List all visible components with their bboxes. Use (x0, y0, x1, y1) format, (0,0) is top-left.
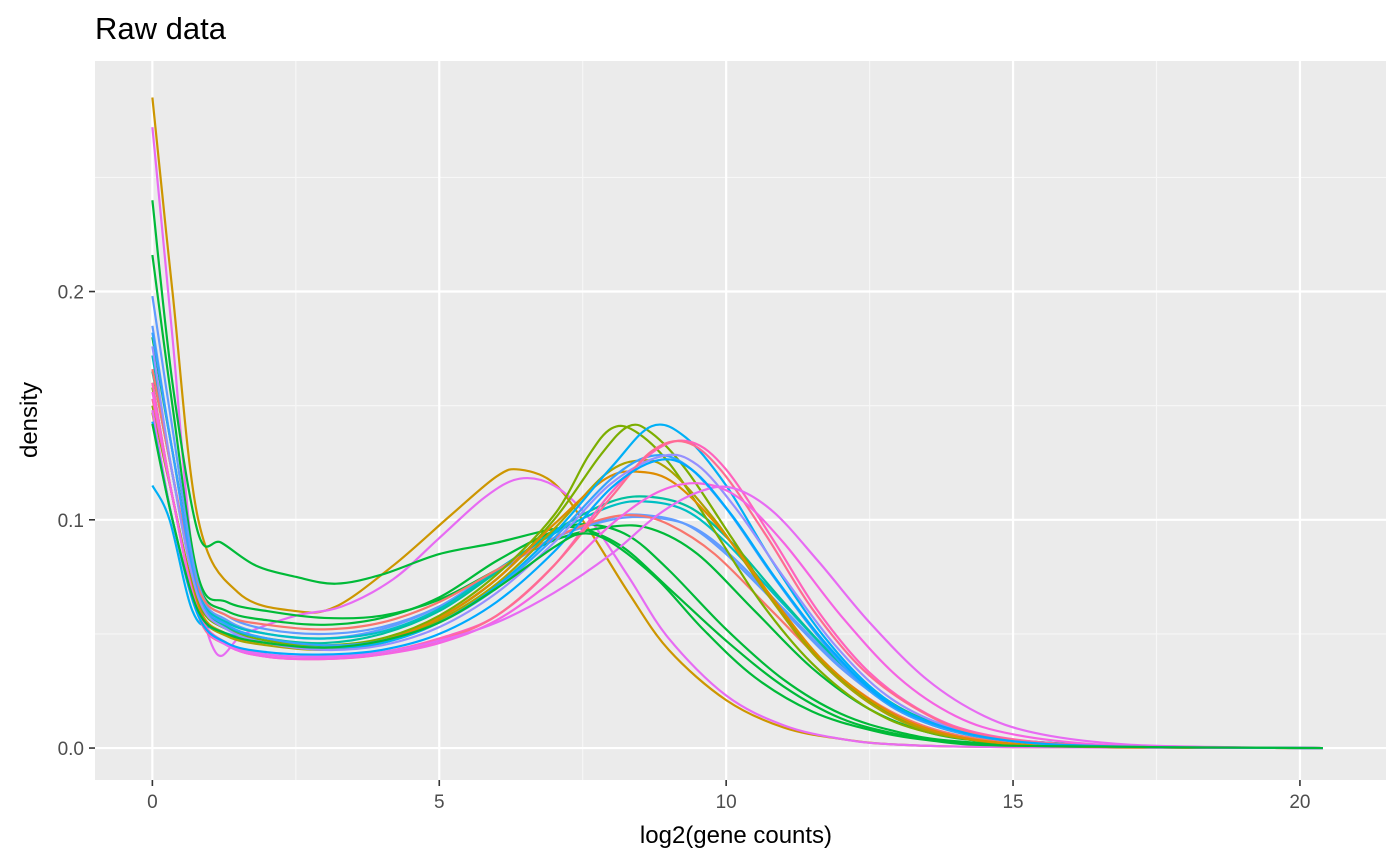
density-lines (151, 97, 1323, 750)
density-line-10 (151, 368, 1323, 750)
density-line-23 (151, 423, 1323, 750)
plot-panel (95, 61, 1386, 780)
y-tick-label: 0.1 (58, 511, 84, 532)
density-line-21 (151, 410, 1323, 750)
density-line-22 (151, 421, 1323, 750)
x-tick-label: 5 (434, 792, 445, 813)
x-tick-label: 20 (1289, 792, 1310, 813)
x-tick-label: 15 (1002, 792, 1023, 813)
x-axis: 0 5 10 15 20 (147, 780, 1311, 813)
chart-title: Raw data (95, 11, 227, 46)
y-axis-title: density (16, 382, 43, 458)
y-tick-label: 0.0 (58, 739, 84, 760)
y-tick-label: 0.2 (58, 283, 84, 304)
y-axis: 0.0 0.1 0.2 (58, 283, 95, 760)
density-line-16 (151, 332, 1323, 750)
x-tick-label: 10 (716, 792, 737, 813)
x-axis-title: log2(gene counts) (640, 822, 832, 849)
x-tick-label: 0 (147, 792, 158, 813)
density-line-17 (151, 346, 1323, 750)
